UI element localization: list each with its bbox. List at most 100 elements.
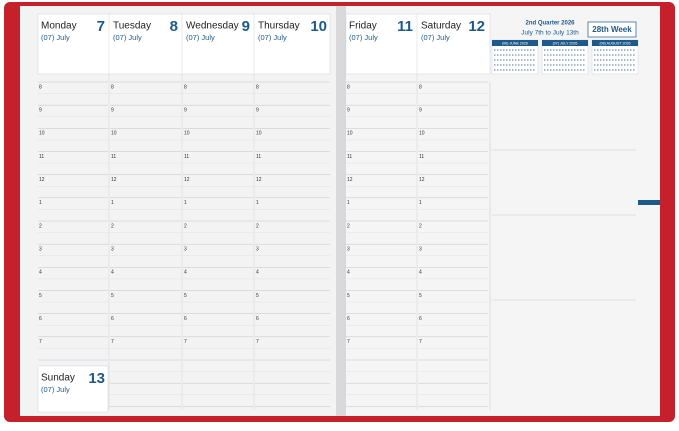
hour-label: 3 xyxy=(111,246,114,252)
bookmark-tab xyxy=(638,200,660,205)
spine xyxy=(336,6,346,416)
hour-label: 12 xyxy=(256,177,262,183)
hour-label: 1 xyxy=(419,200,422,206)
hour-label: 1 xyxy=(256,200,259,206)
hour-label: 7 xyxy=(111,339,114,345)
mini-calendar-head xyxy=(542,40,588,46)
hour-label: 11 xyxy=(419,154,424,160)
left-page xyxy=(20,6,340,416)
hour-label: 1 xyxy=(111,200,114,206)
day-number: 12 xyxy=(468,18,485,35)
hour-label: 6 xyxy=(419,316,422,322)
mini-calendar-head xyxy=(592,40,638,46)
hour-label: 8 xyxy=(256,84,259,90)
week-number: 28th Week xyxy=(592,25,632,34)
day-name: Saturday xyxy=(421,21,461,32)
hour-label: 9 xyxy=(419,107,422,113)
hour-label: 1 xyxy=(184,200,187,206)
hour-label: 9 xyxy=(184,107,187,113)
hour-label: 10 xyxy=(256,131,262,137)
quarter: 2nd Quarter 2026 xyxy=(525,21,575,27)
hour-label: 9 xyxy=(39,107,42,113)
hour-label: 12 xyxy=(111,177,117,183)
hour-label: 5 xyxy=(111,293,114,299)
week-range: July 7th to July 13th xyxy=(521,30,579,37)
hour-label: 3 xyxy=(256,246,259,252)
hour-label: 6 xyxy=(111,316,114,322)
hour-label: 2 xyxy=(39,223,42,229)
hour-label: 5 xyxy=(256,293,259,299)
hour-label: 10 xyxy=(184,131,190,137)
hour-label: 7 xyxy=(347,339,350,345)
hour-label: 4 xyxy=(419,270,422,276)
hour-label: 2 xyxy=(184,223,187,229)
day-number: 7 xyxy=(97,18,105,35)
hour-label: 8 xyxy=(39,84,42,90)
hour-label: 6 xyxy=(184,316,187,322)
hour-label: 7 xyxy=(39,339,42,345)
hour-label: 7 xyxy=(184,339,187,345)
day-number: 8 xyxy=(170,18,178,35)
hour-label: 2 xyxy=(347,223,350,229)
hour-label: 12 xyxy=(184,177,190,183)
hour-label: 10 xyxy=(39,131,45,137)
hour-label: 8 xyxy=(111,84,114,90)
hour-label: 11 xyxy=(256,154,261,160)
hour-label: 2 xyxy=(111,223,114,229)
right-page xyxy=(342,6,660,416)
sunday-box xyxy=(37,365,109,413)
hour-label: 5 xyxy=(184,293,187,299)
hour-label: 4 xyxy=(184,270,187,276)
month: (07) July xyxy=(113,33,142,42)
hour-label: 5 xyxy=(419,293,422,299)
hour-label: 9 xyxy=(347,107,350,113)
hour-label: 7 xyxy=(419,339,422,345)
hour-label: 11 xyxy=(184,154,189,160)
day-name: Wednesday xyxy=(186,21,239,32)
month: (07) July xyxy=(186,33,215,42)
header-box xyxy=(345,13,491,75)
day-name: Friday xyxy=(349,21,377,32)
hour-label: 6 xyxy=(39,316,42,322)
hour-label: 11 xyxy=(347,154,352,160)
month: (07) July xyxy=(349,33,378,42)
hour-label: 8 xyxy=(347,84,350,90)
hour-label: 6 xyxy=(347,316,350,322)
hour-label: 3 xyxy=(347,246,350,252)
month: (07) July xyxy=(258,33,287,42)
day-name: Sunday xyxy=(41,373,75,384)
hour-label: 4 xyxy=(347,270,350,276)
hour-label: 3 xyxy=(184,246,187,252)
hour-label: 3 xyxy=(39,246,42,252)
hour-label: 11 xyxy=(39,154,44,160)
hour-label: 4 xyxy=(256,270,259,276)
mini-calendar-title: (07) JULY 2026 xyxy=(553,41,578,45)
hour-label: 8 xyxy=(184,84,187,90)
hour-label: 3 xyxy=(419,246,422,252)
hour-label: 12 xyxy=(39,177,45,183)
header-box xyxy=(37,13,331,75)
hour-label: 8 xyxy=(419,84,422,90)
hour-label: 1 xyxy=(39,200,42,206)
day-name: Thursday xyxy=(258,21,300,32)
hour-label: 4 xyxy=(39,270,42,276)
hour-label: 12 xyxy=(347,177,353,183)
hour-label: 12 xyxy=(419,177,425,183)
mini-calendar-head xyxy=(492,40,538,46)
hour-label: 5 xyxy=(347,293,350,299)
hour-label: 2 xyxy=(419,223,422,229)
day-name: Monday xyxy=(41,21,77,32)
hour-label: 9 xyxy=(111,107,114,113)
hour-label: 5 xyxy=(39,293,42,299)
hour-label: 2 xyxy=(256,223,259,229)
month: (07) July xyxy=(41,33,70,42)
hour-label: 4 xyxy=(111,270,114,276)
month: (07) July xyxy=(421,33,450,42)
hour-label: 10 xyxy=(347,131,353,137)
hour-label: 10 xyxy=(419,131,425,137)
hour-label: 11 xyxy=(111,154,116,160)
hour-label: 7 xyxy=(256,339,259,345)
hour-label: 9 xyxy=(256,107,259,113)
hour-label: 10 xyxy=(111,131,117,137)
